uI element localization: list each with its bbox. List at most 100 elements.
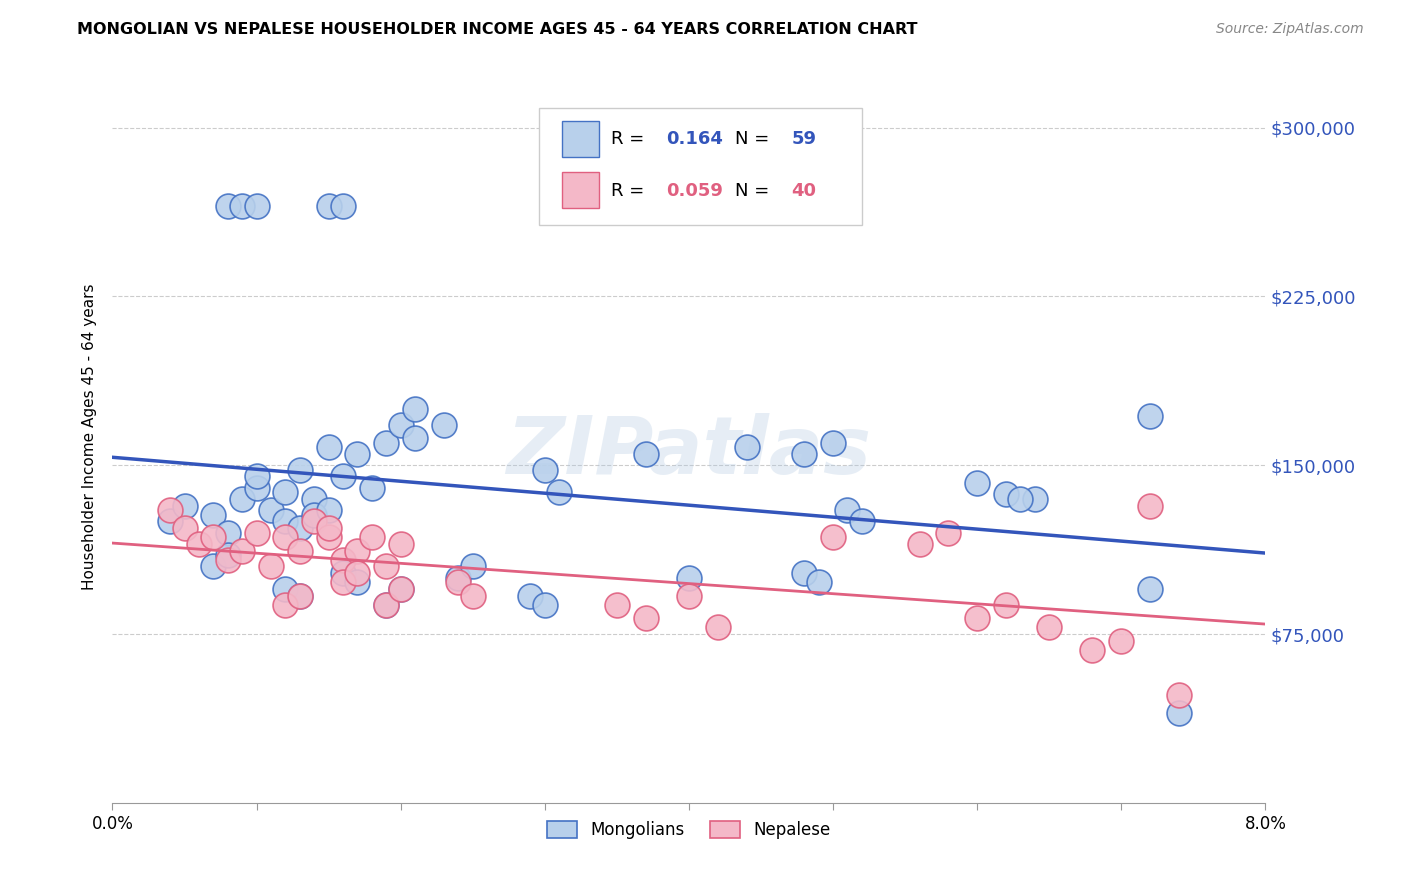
Point [1038,620,1060,634]
Point [304,491,326,506]
Point [533,463,555,477]
Point [246,469,269,483]
Point [318,503,340,517]
Point [231,491,253,506]
Point [807,575,830,590]
Point [202,530,225,544]
Point [606,598,628,612]
Point [274,598,297,612]
Point [375,559,398,574]
Point [1010,491,1032,506]
Text: R =: R = [610,182,650,200]
Text: MONGOLIAN VS NEPALESE HOUSEHOLDER INCOME AGES 45 - 64 YEARS CORRELATION CHART: MONGOLIAN VS NEPALESE HOUSEHOLDER INCOME… [77,22,918,37]
Text: ZIPatlas: ZIPatlas [506,413,872,491]
Point [375,598,398,612]
Point [346,566,368,581]
Text: 40: 40 [792,182,817,200]
Point [217,199,239,213]
Point [188,537,211,551]
Point [966,476,988,491]
FancyBboxPatch shape [562,121,599,157]
Point [346,543,368,558]
Point [332,575,354,590]
Point [447,571,470,585]
Point [533,598,555,612]
Point [678,571,700,585]
Point [938,525,960,540]
Point [202,559,225,574]
Point [274,485,297,500]
Point [332,553,354,567]
Point [260,559,283,574]
Point [634,447,657,461]
Point [246,481,269,495]
Point [375,435,398,450]
Point [318,521,340,535]
Point [332,199,354,213]
Point [447,575,470,590]
Point [332,469,354,483]
Point [995,487,1018,501]
Point [274,582,297,596]
Point [346,447,368,461]
Point [246,525,269,540]
Text: R =: R = [610,130,650,148]
Point [318,199,340,213]
Point [318,440,340,454]
Point [389,582,412,596]
Point [304,515,326,529]
FancyBboxPatch shape [562,172,599,208]
Point [274,515,297,529]
Point [793,447,815,461]
Point [231,543,253,558]
Point [360,530,382,544]
FancyBboxPatch shape [538,108,862,225]
Point [304,508,326,522]
Point [217,548,239,562]
Point [1024,491,1046,506]
Point [634,611,657,625]
Point [288,521,311,535]
Point [821,435,844,450]
Point [288,463,311,477]
Text: 0.164: 0.164 [666,130,723,148]
Point [837,503,859,517]
Point [1139,499,1161,513]
Point [389,537,412,551]
Point [1111,633,1133,648]
Point [793,566,815,581]
Point [375,598,398,612]
Text: N =: N = [735,182,775,200]
Point [678,589,700,603]
Point [1139,409,1161,423]
Point [461,589,484,603]
Point [346,575,368,590]
Point [995,598,1018,612]
Text: 0.059: 0.059 [666,182,723,200]
Point [1167,706,1189,720]
Point [735,440,758,454]
Point [288,589,311,603]
Point [1081,642,1104,657]
Point [318,530,340,544]
Point [260,503,283,517]
Point [173,521,195,535]
Point [908,537,931,551]
Point [548,485,571,500]
Point [246,199,269,213]
Legend: Mongolians, Nepalese: Mongolians, Nepalese [541,814,837,846]
Point [707,620,730,634]
Point [231,199,253,213]
Point [851,515,873,529]
Point [217,525,239,540]
Point [202,508,225,522]
Text: N =: N = [735,130,775,148]
Point [1139,582,1161,596]
Point [821,530,844,544]
Point [389,582,412,596]
Point [404,431,426,445]
Point [173,499,195,513]
Point [389,417,412,432]
Text: 59: 59 [792,130,817,148]
Point [332,566,354,581]
